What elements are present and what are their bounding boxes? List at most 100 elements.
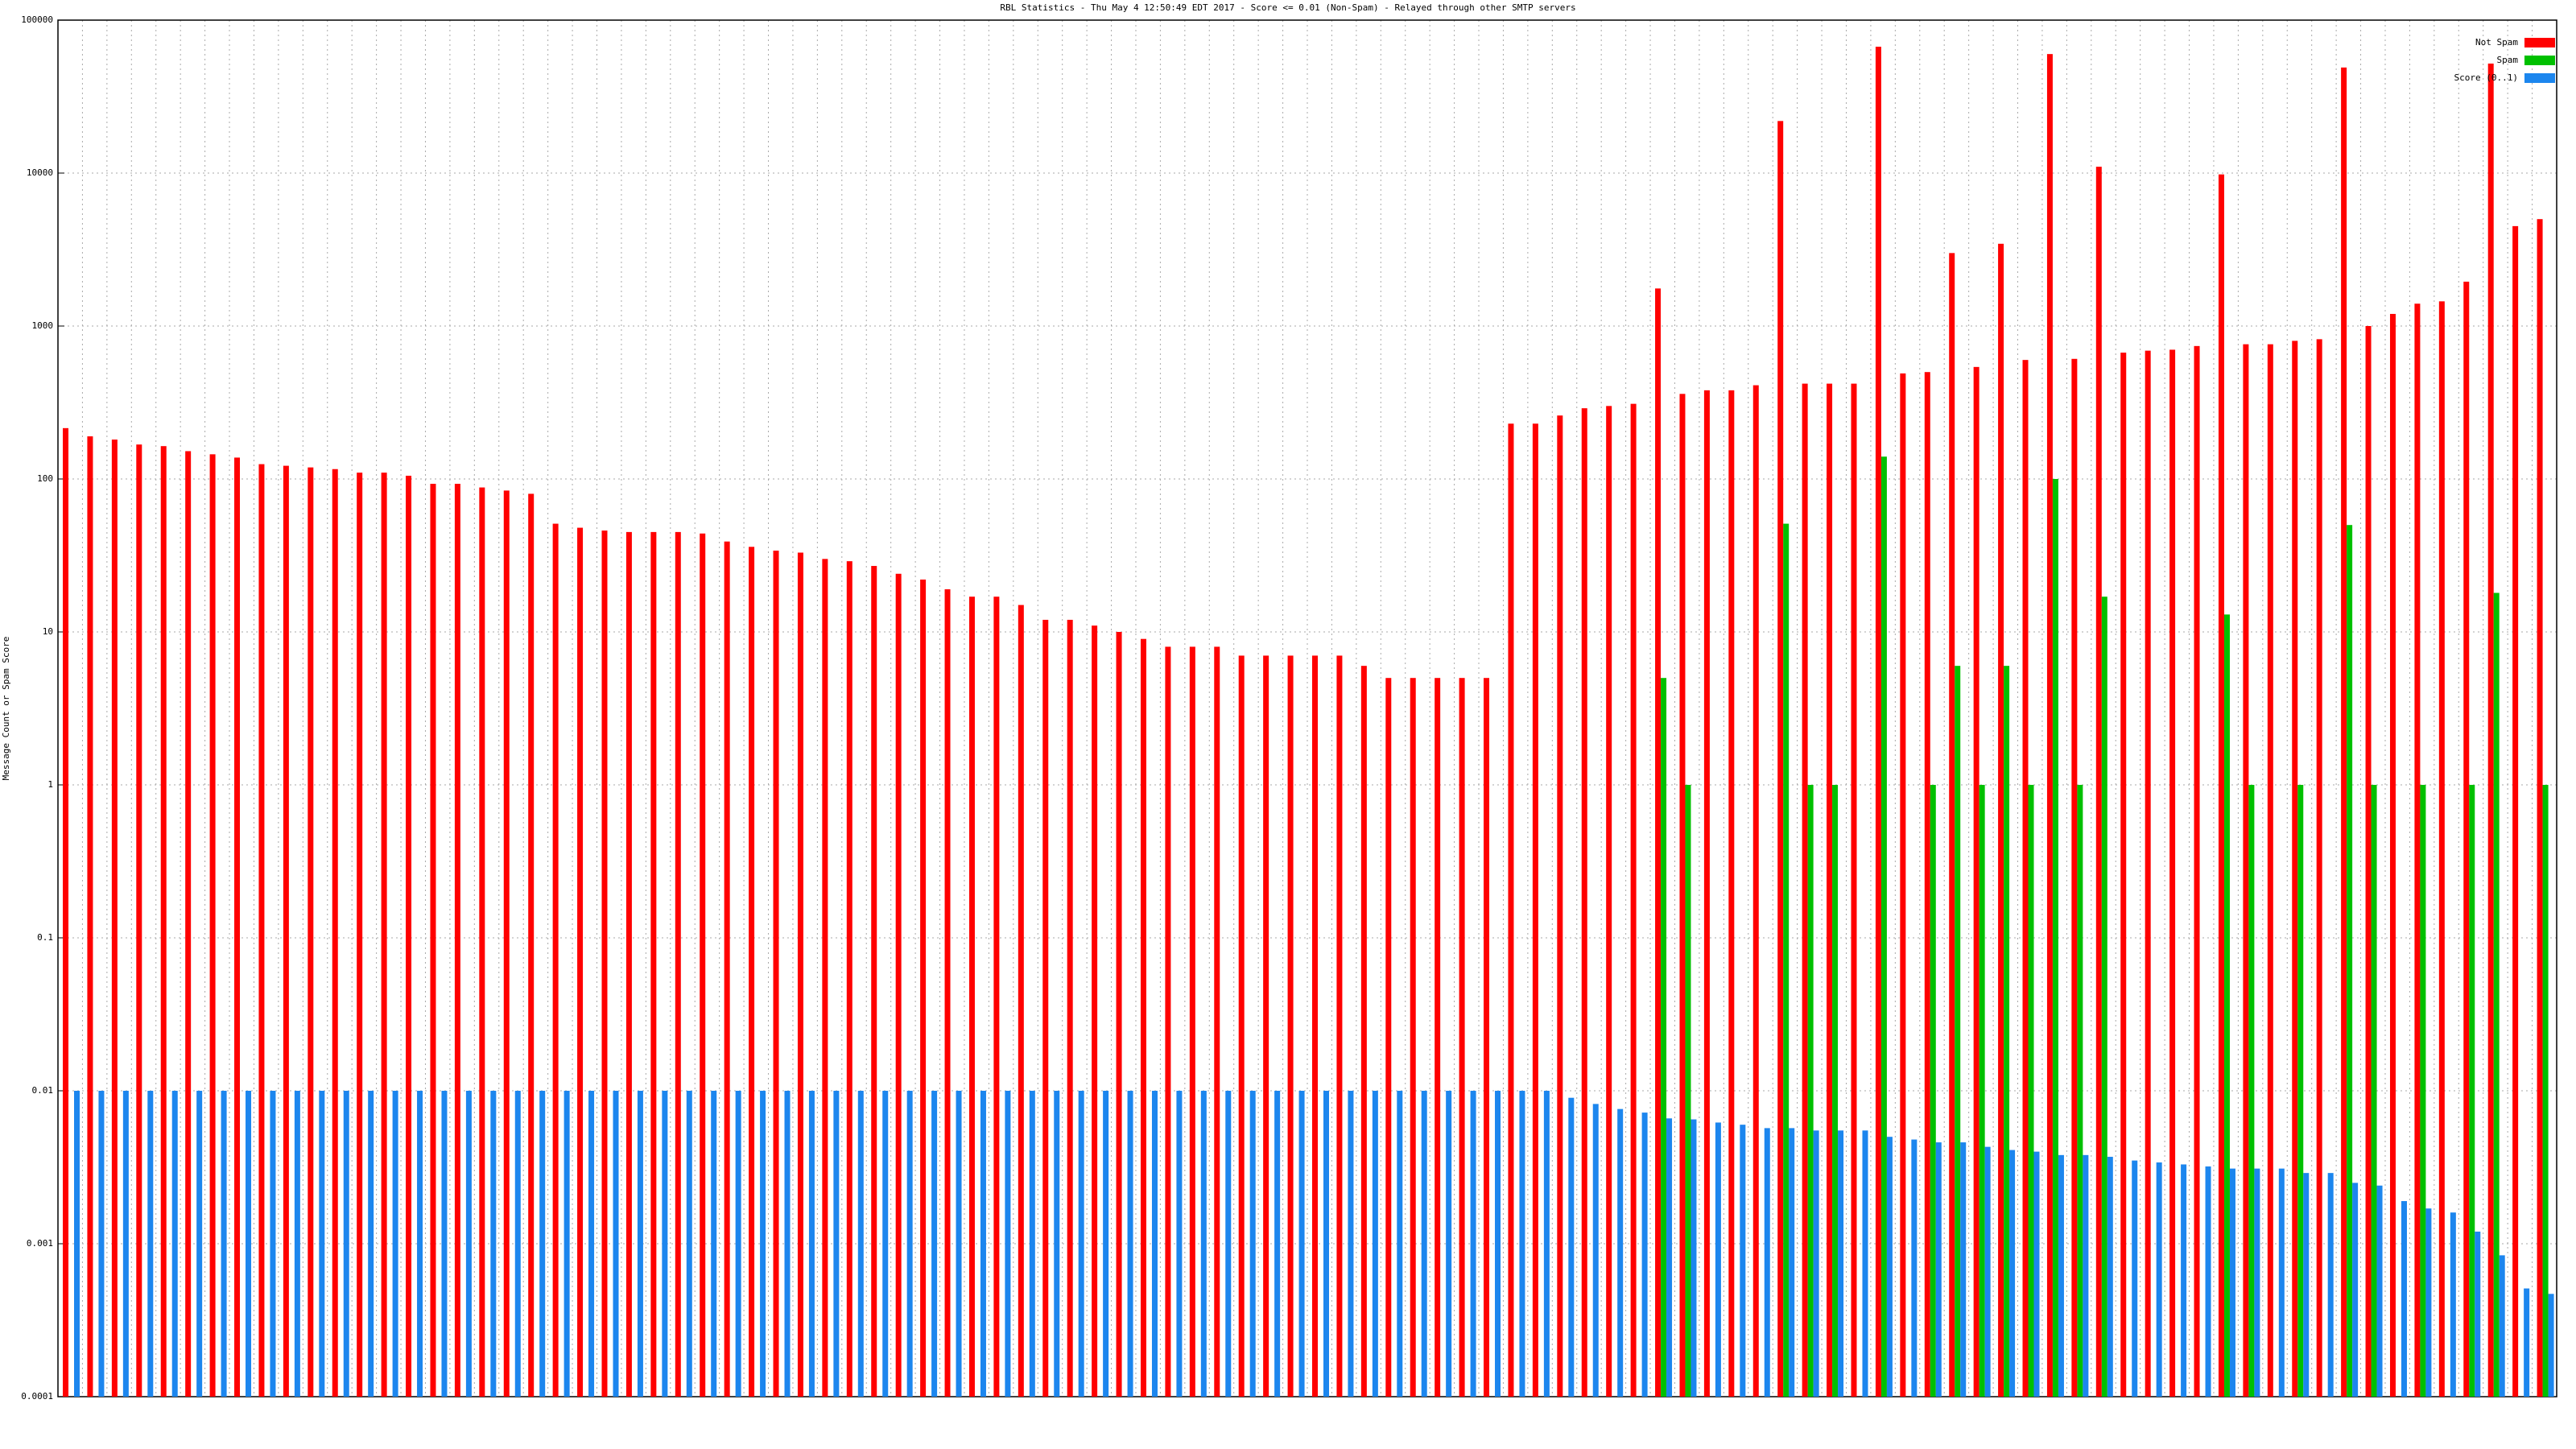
bar [221,1091,227,1397]
bar [2537,219,2543,1397]
bar [2450,1212,2456,1397]
bar [1372,1091,1378,1397]
bar [1092,625,1098,1397]
bar [760,1091,766,1397]
bar [270,1091,276,1397]
bar [686,1091,692,1397]
bar [1225,1091,1232,1397]
bar [2004,666,2010,1397]
y-tick-label: 1000 [32,320,54,331]
bar [1410,678,1416,1397]
bar [2052,479,2058,1397]
bar [1532,423,1538,1397]
bar [1783,523,1790,1397]
bar [2254,1168,2260,1397]
bar [160,446,167,1397]
bar [1421,1091,1427,1397]
bar [454,483,460,1397]
bar [2512,225,2519,1397]
bar [1435,678,1441,1397]
bar [528,493,535,1397]
bar [1385,678,1392,1397]
bar [2365,326,2372,1397]
bar [637,1091,643,1397]
bar [1495,1091,1501,1397]
y-tick-label: 10000 [27,167,53,178]
y-tick-label: 0.0001 [21,1391,53,1402]
bar [944,589,951,1397]
bar [2414,303,2421,1397]
bar [1666,1118,1673,1397]
bar [1789,1128,1795,1397]
bar [1018,605,1024,1397]
bar [503,490,510,1397]
bar [1263,655,1269,1397]
bar [2548,1294,2554,1397]
bar [1715,1122,1721,1397]
y-tick-label: 0.1 [37,932,53,943]
bar [2101,597,2107,1397]
y-axis-label: Message Count or Spam Score [1,637,11,781]
bar [601,530,608,1397]
y-tick-label: 10 [43,626,53,637]
bar [662,1091,668,1397]
bar [1900,373,1906,1397]
bar [392,1091,398,1397]
bar [2022,360,2029,1397]
bar [514,1091,521,1397]
bar [2297,785,2304,1397]
bar [956,1091,962,1397]
bar [2028,785,2034,1397]
bar [1568,1097,1575,1397]
bar [1323,1091,1329,1397]
bar [2046,54,2053,1397]
bar [1078,1091,1084,1397]
bar [2376,1185,2383,1397]
bar [2120,353,2127,1397]
bar [650,531,657,1397]
bar [2095,167,2102,1397]
bar [1886,1137,1893,1397]
bar [74,1091,80,1397]
bar [1641,1113,1648,1397]
bar [1581,408,1587,1397]
bar [724,541,730,1397]
bar [2347,525,2353,1397]
bar [98,1091,105,1397]
bar [122,1091,129,1397]
bar [1851,383,1857,1397]
bar [2493,592,2500,1397]
bar [2487,63,2494,1397]
legend-label: Score (0..1) [2454,72,2518,83]
bar [1690,1119,1697,1397]
bar [1949,253,1955,1397]
bar [2083,1154,2089,1397]
bar [968,597,975,1397]
bar [1116,632,1122,1397]
bar [1592,1104,1599,1397]
bar [2420,785,2426,1397]
bar [1973,366,1979,1397]
bar [749,547,755,1397]
bar [1661,678,1667,1397]
bar [1127,1091,1133,1397]
bar [2303,1173,2310,1397]
bar [2058,1154,2064,1397]
bar [1543,1091,1550,1397]
bar [465,1091,472,1397]
bar [1777,121,1784,1397]
legend-swatch [2524,73,2555,83]
bar [1617,1108,1624,1397]
bar [417,1091,423,1397]
bar [1214,646,1220,1397]
bar [625,531,632,1397]
bar [441,1091,448,1397]
bar [1067,619,1073,1397]
bar [2425,1208,2432,1397]
bar [2327,1173,2334,1397]
bar [857,1091,864,1397]
bar [564,1091,570,1397]
bar [1832,785,1839,1397]
bar [846,561,852,1397]
bar [1360,666,1367,1397]
